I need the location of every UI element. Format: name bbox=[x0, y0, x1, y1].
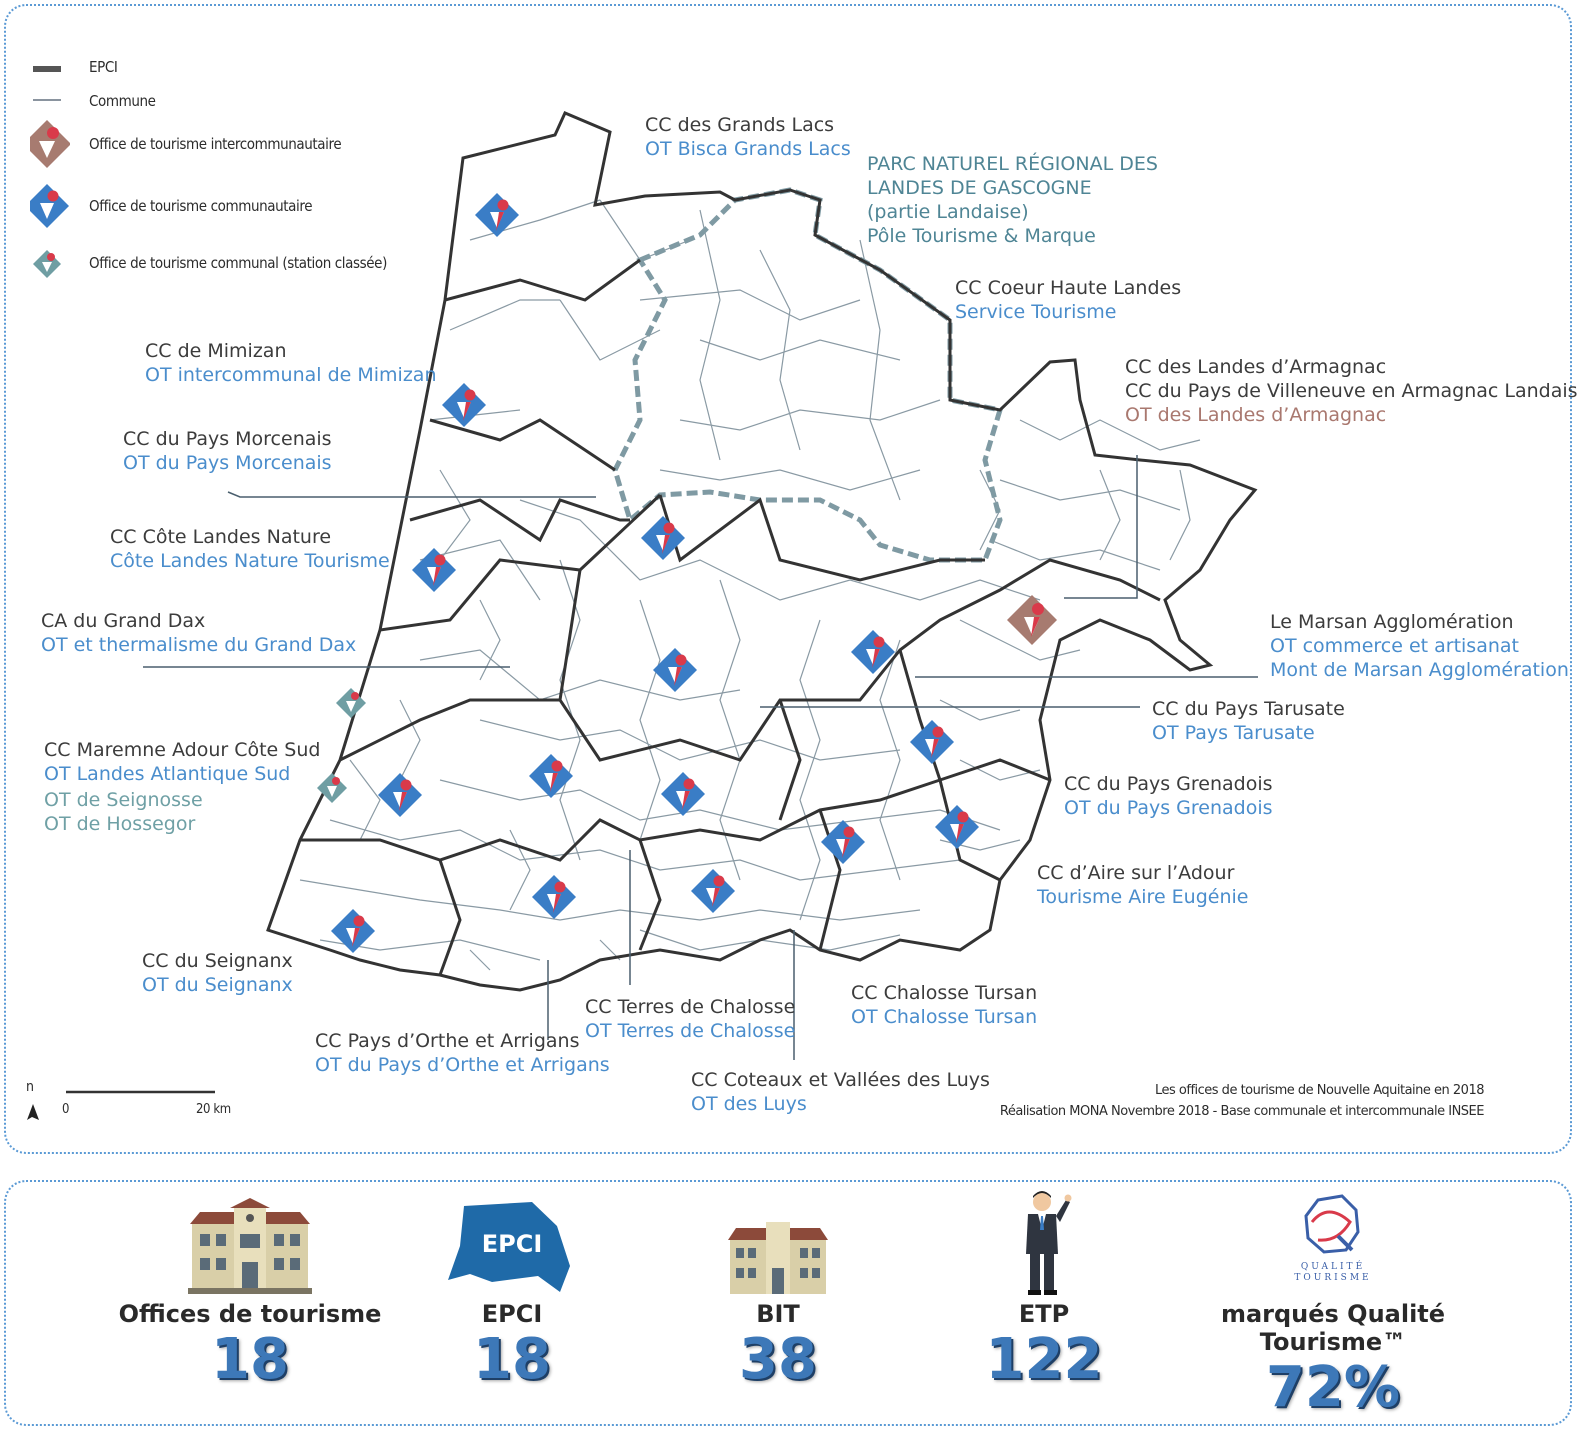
legend-ot-communautaire: Office de tourisme communautaire bbox=[89, 197, 313, 215]
label-coeur-haute-landes: CC Coeur Haute Landes Service Tourisme bbox=[955, 277, 1182, 323]
legend-symbols bbox=[30, 66, 70, 278]
epci-boundaries bbox=[266, 111, 1258, 992]
stats-panel bbox=[4, 1180, 1572, 1426]
legend-commune: Commune bbox=[89, 92, 156, 110]
label-parc: PARC NATUREL RÉGIONAL DES LANDES DE GASC… bbox=[867, 153, 1158, 247]
building-icon bbox=[188, 1198, 312, 1294]
label-seignanx: CC du Seignanx OT du Seignanx bbox=[142, 950, 293, 996]
north-label: n bbox=[26, 1079, 34, 1095]
office-marker bbox=[331, 909, 375, 953]
north-arrow-icon bbox=[27, 1104, 39, 1120]
legend-epci: EPCI bbox=[89, 58, 118, 76]
office-marker bbox=[910, 720, 954, 764]
legend-ot-intercommunautaire: Office de tourisme intercommunautaire bbox=[89, 135, 342, 153]
leader-lines bbox=[143, 455, 1258, 1060]
legend-ot-communal: Office de tourisme communal (station cla… bbox=[89, 254, 387, 272]
commune-boundaries bbox=[299, 199, 1201, 971]
qualite-tourisme-logo-icon bbox=[1304, 1194, 1360, 1254]
office-marker bbox=[317, 773, 347, 803]
stat-offices: Offices de tourisme 18 bbox=[100, 1190, 400, 1392]
small-building-icon bbox=[728, 1222, 828, 1294]
person-icon bbox=[1026, 1191, 1072, 1295]
label-cote-landes-nature: CC Côte Landes Nature Côte Landes Nature… bbox=[110, 526, 390, 572]
label-morcenais: CC du Pays Morcenais OT du Pays Morcenai… bbox=[123, 428, 332, 474]
stat-epci: EPCI EPCI 18 bbox=[362, 1190, 662, 1392]
office-marker bbox=[378, 773, 422, 817]
credit-title: Les offices de tourisme de Nouvelle Aqui… bbox=[1155, 1083, 1485, 1098]
stat-bit: BIT 38 bbox=[628, 1190, 928, 1392]
qualite-logo-line1: QUALITÉ bbox=[1300, 1262, 1366, 1272]
office-marker bbox=[442, 383, 486, 427]
label-luys: CC Coteaux et Vallées des Luys OT des Lu… bbox=[691, 1069, 990, 1115]
office-marker bbox=[653, 648, 697, 692]
office-marker bbox=[1007, 595, 1057, 645]
office-marker bbox=[661, 772, 705, 816]
credit-source: Réalisation MONA Novembre 2018 - Base co… bbox=[999, 1104, 1485, 1119]
label-grands-lacs: CC des Grands Lacs OT Bisca Grands Lacs bbox=[645, 114, 851, 160]
office-marker bbox=[532, 875, 576, 919]
ot-communautaire-icon bbox=[30, 184, 69, 228]
ot-communal-icon bbox=[33, 250, 61, 278]
ot-intercommunautaire-icon bbox=[30, 120, 70, 168]
office-marker bbox=[691, 869, 735, 913]
stat-etp: ETP 122 bbox=[894, 1190, 1194, 1392]
label-orthe-arrigans: CC Pays d’Orthe et Arrigans OT du Pays d… bbox=[315, 1030, 610, 1076]
scale-zero: 0 bbox=[62, 1102, 70, 1117]
office-marker bbox=[935, 805, 979, 849]
label-mimizan: CC de Mimizan OT intercommunal de Mimiza… bbox=[145, 340, 437, 386]
office-marker bbox=[641, 516, 685, 560]
label-maremne: CC Maremne Adour Côte Sud OT Landes Atla… bbox=[44, 739, 321, 835]
label-chalosse-tursan: CC Chalosse Tursan OT Chalosse Tursan bbox=[851, 982, 1038, 1028]
office-marker bbox=[336, 688, 366, 718]
qualite-logo-line2: TOURISME bbox=[1294, 1273, 1372, 1283]
office-marker bbox=[475, 193, 519, 237]
label-terres-chalosse: CC Terres de Chalosse OT Terres de Chalo… bbox=[585, 996, 796, 1042]
label-marsan: Le Marsan Agglomération OT commerce et a… bbox=[1270, 611, 1569, 681]
label-aire: CC d’Aire sur l’Adour Tourisme Aire Eugé… bbox=[1037, 862, 1249, 908]
label-landes-armagnac: CC des Landes d’Armagnac CC du Pays de V… bbox=[1125, 356, 1578, 426]
label-tarusate: CC du Pays Tarusate OT Pays Tarusate bbox=[1152, 698, 1345, 744]
label-grand-dax: CA du Grand Dax OT et thermalisme du Gra… bbox=[41, 610, 357, 656]
office-marker bbox=[529, 754, 573, 798]
scale-end: 20 km bbox=[196, 1102, 231, 1117]
epci-line-icon bbox=[33, 66, 61, 72]
stat-qualite: QUALITÉ TOURISME marqués Qualité Tourism… bbox=[1183, 1190, 1483, 1420]
map-panel bbox=[4, 4, 1572, 1154]
office-marker bbox=[821, 820, 865, 864]
label-grenadois: CC du Pays Grenadois OT du Pays Grenadoi… bbox=[1064, 773, 1273, 819]
office-marker bbox=[412, 548, 456, 592]
office-marker bbox=[851, 630, 895, 674]
epci-badge-label: EPCI bbox=[481, 1230, 543, 1258]
epci-shape-icon bbox=[448, 1202, 570, 1292]
